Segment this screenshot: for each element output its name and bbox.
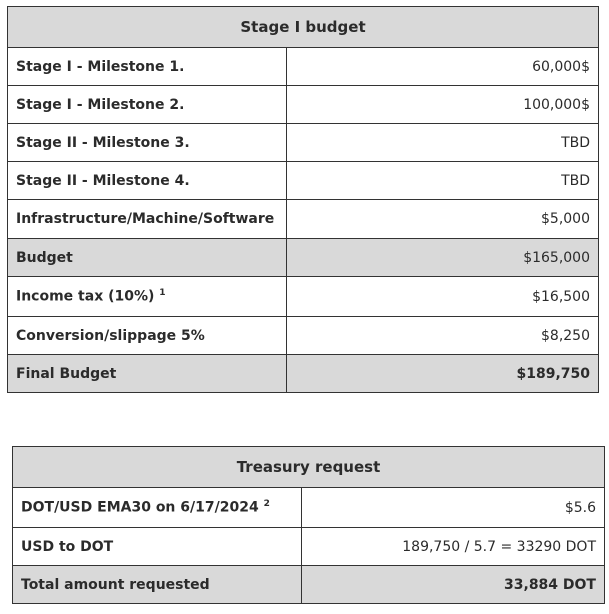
table-row: Stage II - Milestone 3. TBD [7,123,599,162]
row-value: $5,000 [286,199,599,239]
row-label: Income tax (10%) 1 [7,276,287,317]
row-value: $8,250 [286,316,599,355]
row-label: Stage I - Milestone 1. [7,47,287,86]
row-value: 189,750 / 5.7 = 33290 DOT [301,527,605,566]
row-value: 100,000$ [286,85,599,124]
label-text: DOT/USD EMA30 on 6/17/2024 [21,499,259,516]
footnote-ref: 2 [263,499,270,510]
table-title: Treasury request [12,446,605,488]
row-label: Budget [7,238,287,277]
table-row: Conversion/slippage 5% $8,250 [7,316,599,355]
label-text: USD to DOT [21,538,114,555]
row-label: USD to DOT [12,527,302,566]
label-text: Final Budget [16,365,117,382]
table-row: DOT/USD EMA30 on 6/17/2024 2 $5.6 [12,487,605,528]
table-row: Income tax (10%) 1 $16,500 [7,276,599,317]
treasury-table: Treasury request DOT/USD EMA30 on 6/17/2… [12,446,605,604]
label-text: Conversion/slippage 5% [16,327,205,344]
row-label: Stage II - Milestone 4. [7,161,287,200]
table-row: USD to DOT 189,750 / 5.7 = 33290 DOT [12,527,605,566]
label-text: Stage II - Milestone 3. [16,134,190,151]
label-text: Budget [16,249,73,266]
row-label: Total amount requested [12,565,302,604]
stage-budget-table: Stage I budget Stage I - Milestone 1. 60,… [7,6,599,393]
table-row: Stage I - Milestone 2. 100,000$ [7,85,599,124]
row-value: $5.6 [301,487,605,528]
row-label: Stage II - Milestone 3. [7,123,287,162]
table-title: Stage I budget [7,6,599,48]
footnote-ref: 1 [159,288,166,299]
label-text: Stage II - Milestone 4. [16,172,190,189]
label-text: Stage I - Milestone 1. [16,58,185,75]
row-value: $189,750 [286,354,599,393]
row-label: DOT/USD EMA30 on 6/17/2024 2 [12,487,302,528]
label-text: Stage I - Milestone 2. [16,96,185,113]
label-text: Infrastructure/Machine/Software [16,211,275,227]
row-value: 60,000$ [286,47,599,86]
row-label: Infrastructure/Machine/Software [7,199,287,239]
row-label: Conversion/slippage 5% [7,316,287,355]
row-value: $16,500 [286,276,599,317]
label-text: Income tax (10%) [16,288,155,305]
table-row: Total amount requested 33,884 DOT [12,565,605,604]
label-text: Total amount requested [21,576,210,593]
row-label: Final Budget [7,354,287,393]
table-row: Budget $165,000 [7,238,599,277]
table-row: Stage I - Milestone 1. 60,000$ [7,47,599,86]
row-value: 33,884 DOT [301,565,605,604]
row-value: TBD [286,123,599,162]
row-value: $165,000 [286,238,599,277]
table-row: Stage II - Milestone 4. TBD [7,161,599,200]
row-label: Stage I - Milestone 2. [7,85,287,124]
table-row: Final Budget $189,750 [7,354,599,393]
table-row: Infrastructure/Machine/Software $5,000 [7,199,599,239]
row-value: TBD [286,161,599,200]
